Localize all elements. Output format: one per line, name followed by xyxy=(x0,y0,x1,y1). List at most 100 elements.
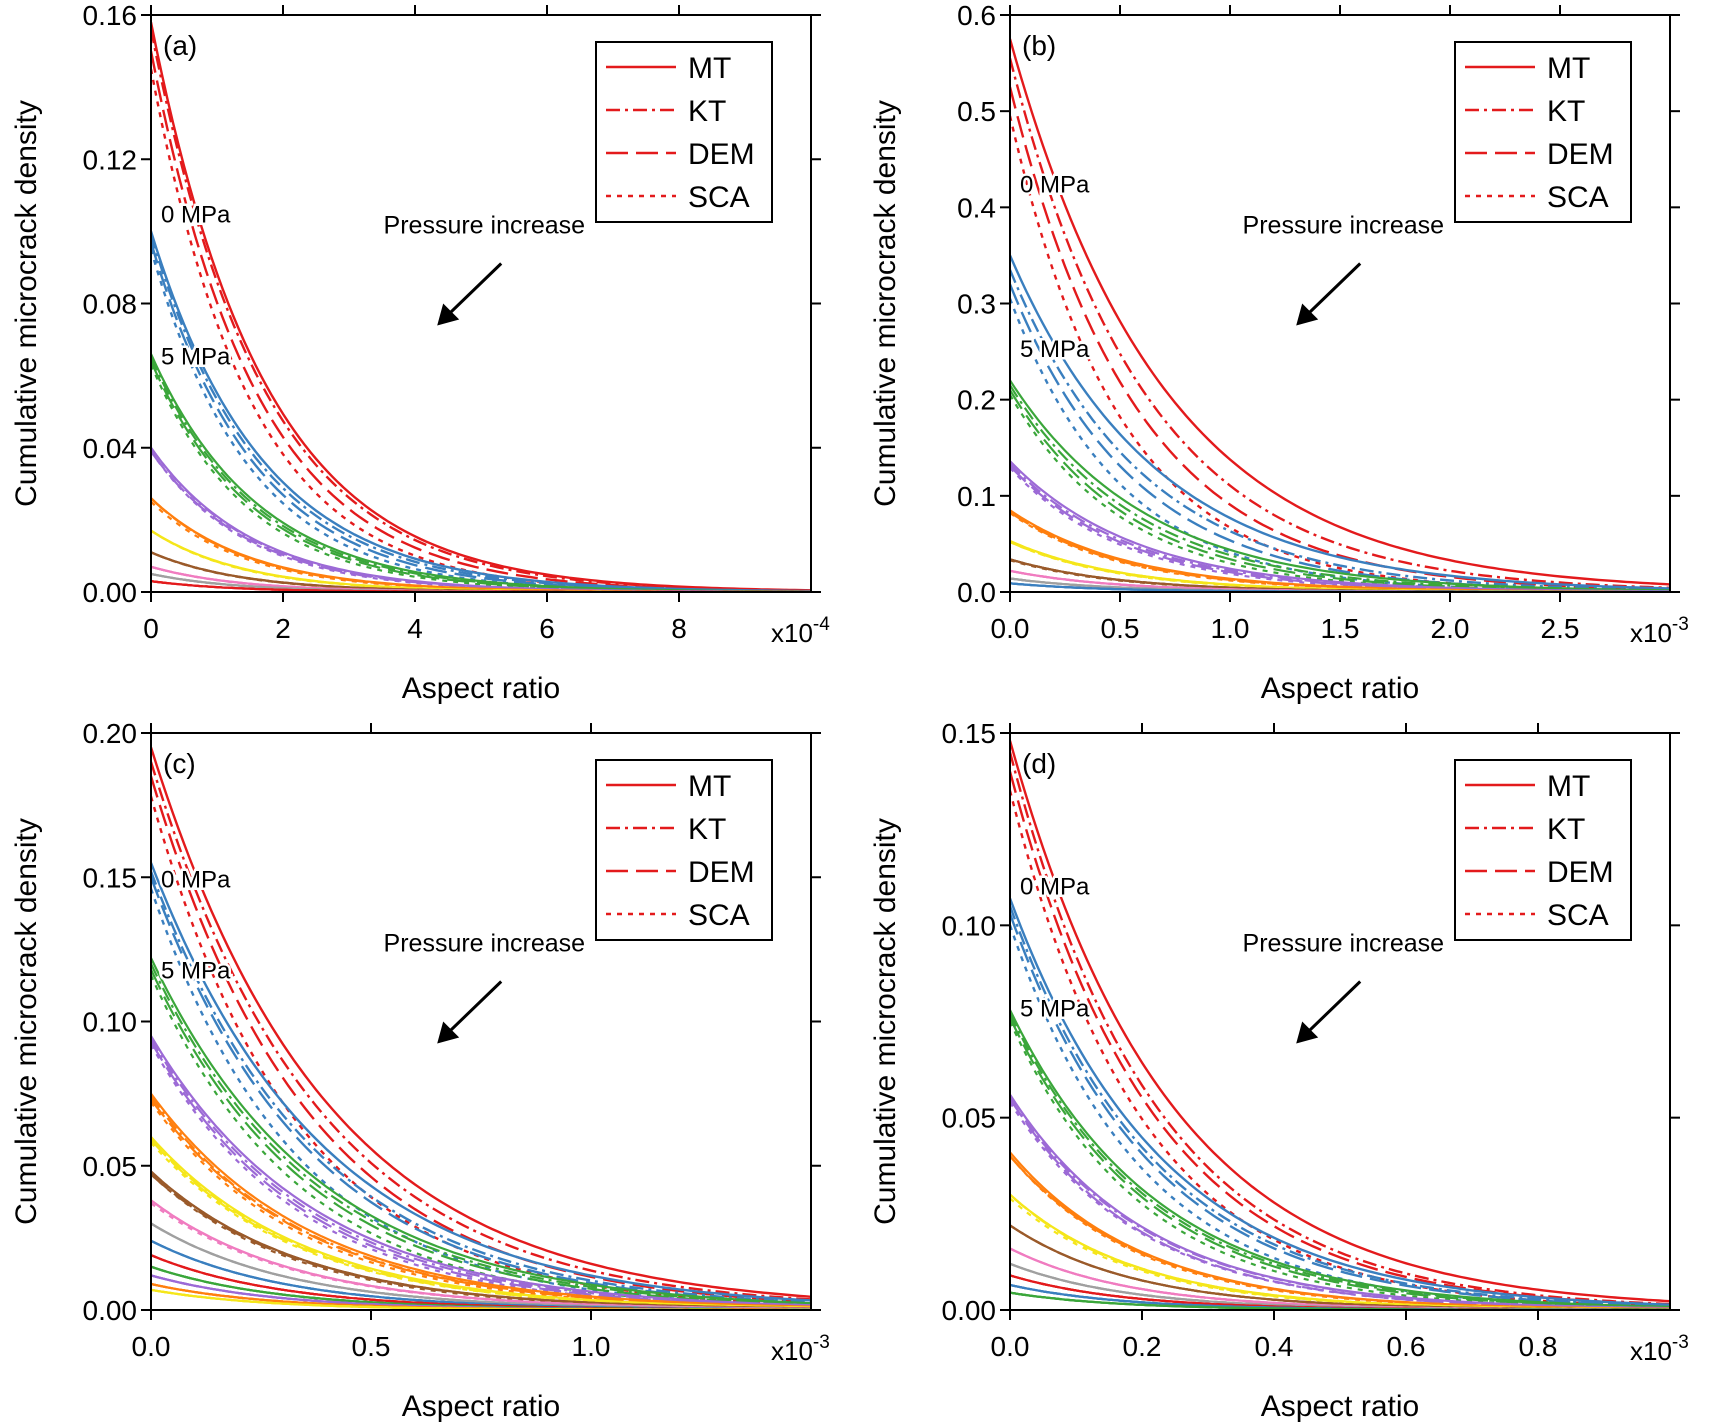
y-tick-label: 0.04 xyxy=(83,433,138,464)
series-line-1-kt xyxy=(151,871,811,1304)
pressure-label-5mpa: 5 MPa xyxy=(1020,336,1090,363)
y-axis-label: Cumulative microcrack density xyxy=(10,100,43,507)
series-line-1-mt xyxy=(1010,254,1670,590)
legend-box xyxy=(1454,759,1632,941)
legend-label-sca: SCA xyxy=(688,181,750,214)
x-axis-label: Aspect ratio xyxy=(402,1390,560,1423)
x-axis-label: Aspect ratio xyxy=(1261,1390,1419,1423)
series-line-2-mt xyxy=(151,353,811,592)
series-group xyxy=(151,747,811,1310)
x-tick-label: 4 xyxy=(407,613,423,644)
legend-label-sca: SCA xyxy=(1547,899,1609,932)
series-line-1-dem xyxy=(1010,283,1670,592)
x-tick-label: 0.6 xyxy=(1387,1331,1426,1362)
y-tick-label: 0.05 xyxy=(83,1151,138,1182)
y-tick-label: 0.15 xyxy=(942,718,997,749)
series-line-1-sca xyxy=(1010,924,1670,1309)
arrow-head xyxy=(437,303,460,326)
y-tick-label: 0.08 xyxy=(83,289,138,320)
panel-label: (c) xyxy=(163,748,196,779)
x-tick-label: 2 xyxy=(275,613,291,644)
x-axis-label: Aspect ratio xyxy=(402,672,560,705)
y-tick-label: 0.00 xyxy=(942,1295,997,1326)
series-line-3-sca xyxy=(151,450,811,592)
pressure-label-5mpa: 5 MPa xyxy=(161,343,231,370)
y-tick-label: 0.6 xyxy=(957,0,996,31)
legend-label-kt: KT xyxy=(688,95,726,128)
y-tick-label: 0.20 xyxy=(83,718,138,749)
series-line-1-sca xyxy=(1010,298,1670,592)
y-axis-label: Cumulative microcrack density xyxy=(10,818,43,1225)
series-line-1-kt xyxy=(1010,905,1670,1307)
x-tick-label: 1.5 xyxy=(1321,613,1360,644)
series-line-9-kt xyxy=(151,1239,811,1310)
series-line-2-mt xyxy=(1010,379,1670,592)
series-line-0-mt xyxy=(151,747,811,1298)
legend-label-sca: SCA xyxy=(688,899,750,932)
pressure-label-5mpa: 5 MPa xyxy=(1020,995,1090,1022)
legend-label-kt: KT xyxy=(1547,813,1585,846)
arrow-shaft xyxy=(442,262,503,321)
x-tick-label: 2.5 xyxy=(1541,613,1580,644)
series-line-0-dem xyxy=(151,775,811,1303)
series-line-2-kt xyxy=(151,963,811,1306)
y-tick-label: 0.0 xyxy=(957,577,996,608)
arrow-annotation: Pressure increase xyxy=(1243,930,1444,958)
y-tick-label: 0.00 xyxy=(83,577,138,608)
arrow-shaft xyxy=(1301,980,1362,1039)
series-line-1-dem xyxy=(151,876,811,1305)
x-multiplier: x10-4 xyxy=(771,614,830,648)
series-line-0-kt xyxy=(1010,751,1670,1306)
pressure-label-0mpa: 0 MPa xyxy=(161,866,231,893)
series-line-5-kt xyxy=(151,1139,811,1309)
legend-label-dem: DEM xyxy=(1547,138,1614,171)
x-axis-label: Aspect ratio xyxy=(1261,672,1419,705)
arrow-head xyxy=(1296,1021,1319,1044)
series-line-0-dem xyxy=(1010,771,1670,1307)
pressure-label-5mpa: 5 MPa xyxy=(161,957,231,984)
x-tick-label: 0.2 xyxy=(1123,1331,1162,1362)
series-line-1-mt xyxy=(151,862,811,1302)
panel-label: (b) xyxy=(1022,30,1056,61)
x-tick-label: 0.5 xyxy=(352,1331,391,1362)
series-line-7-dem xyxy=(151,1199,811,1310)
legend-label-mt: MT xyxy=(688,52,731,85)
y-tick-label: 0.00 xyxy=(83,1295,138,1326)
series-line-6-sca xyxy=(151,1173,811,1310)
series-line-4-sca xyxy=(151,1101,811,1309)
x-tick-label: 0.0 xyxy=(132,1331,171,1362)
y-tick-label: 0.10 xyxy=(942,910,997,941)
legend-label-mt: MT xyxy=(1547,770,1590,803)
y-tick-label: 0.5 xyxy=(957,96,996,127)
y-tick-label: 0.3 xyxy=(957,289,996,320)
pressure-label-0mpa: 0 MPa xyxy=(161,202,231,229)
panel-label: (a) xyxy=(163,30,197,61)
arrow-shaft xyxy=(1301,262,1362,321)
series-line-0-mt xyxy=(1010,740,1670,1303)
plot-frame xyxy=(1009,732,1671,1311)
x-tick-label: 0.5 xyxy=(1101,613,1140,644)
series-line-2-dem xyxy=(151,969,811,1306)
arrow-head xyxy=(437,1021,460,1044)
pressure-label-0mpa: 0 MPa xyxy=(1020,874,1090,901)
x-multiplier: x10-3 xyxy=(771,1332,830,1366)
series-line-0-kt xyxy=(151,761,811,1301)
series-line-1-kt xyxy=(1010,269,1670,591)
series-line-2-sca xyxy=(1010,1021,1670,1310)
x-tick-label: 0 xyxy=(143,613,159,644)
legend-box xyxy=(595,41,773,223)
legend-label-kt: KT xyxy=(688,813,726,846)
series-line-8-kt xyxy=(151,1222,811,1310)
arrow-annotation: Pressure increase xyxy=(384,212,585,240)
arrow-annotation: Pressure increase xyxy=(1243,212,1444,240)
y-tick-label: 0.15 xyxy=(83,862,138,893)
series-line-7-sca xyxy=(151,1202,811,1310)
series-line-0-mt xyxy=(151,21,811,592)
series-line-2-kt xyxy=(1010,1013,1670,1309)
panel-label: (d) xyxy=(1022,748,1056,779)
x-tick-label: 0.4 xyxy=(1255,1331,1294,1362)
y-tick-label: 0.16 xyxy=(83,0,138,31)
series-line-2-sca xyxy=(1010,394,1670,592)
series-line-3-kt xyxy=(151,447,811,592)
legend-label-sca: SCA xyxy=(1547,181,1609,214)
